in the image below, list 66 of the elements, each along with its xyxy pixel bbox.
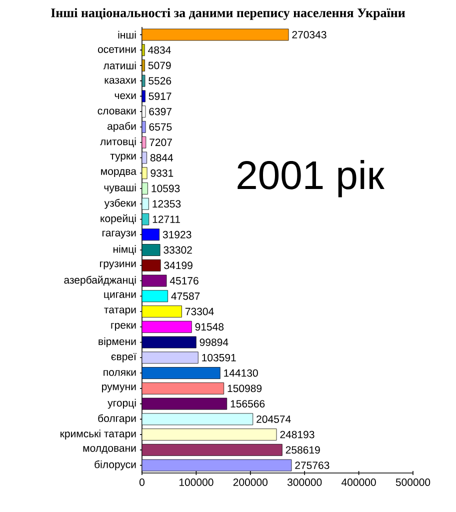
data-label: 34199 (164, 262, 192, 270)
data-label: 270343 (292, 30, 326, 38)
y-tick-label: грузини (100, 261, 136, 270)
data-label: 6397 (149, 108, 172, 116)
y-tick-label: мордва (101, 169, 136, 178)
y-tick-label: інші (118, 30, 136, 38)
data-label: 45176 (170, 277, 198, 284)
data-label: 73304 (185, 308, 214, 316)
y-tick-label: араби (108, 122, 136, 132)
chart-title: Інші національності за даними перепису населення України (51, 8, 406, 20)
data-label: 248193 (280, 430, 314, 438)
data-label: 204574 (256, 415, 291, 423)
y-tick-label: чехи (114, 93, 136, 100)
data-label: 31923 (162, 230, 192, 238)
data-label: 9331 (150, 169, 174, 177)
y-tick-label: азербайджанці (64, 276, 136, 286)
data-label: 99894 (200, 338, 228, 346)
y-tick-label: євреї (111, 352, 136, 362)
data-label: 12353 (152, 200, 181, 208)
y-tick-label: поляки (104, 370, 136, 376)
y-tick-label: болгари (98, 414, 136, 424)
annotation: 2001 рік (238, 160, 384, 198)
y-tick-label: білоруси (94, 460, 136, 470)
y-tick-label: гагаузи (102, 230, 136, 239)
data-label: 91548 (195, 323, 224, 331)
x-tick-label: 300000 (287, 478, 322, 486)
data-label: 12711 (152, 216, 180, 223)
y-tick-label: чуваші (104, 184, 136, 194)
y-tick-label: греки (111, 322, 136, 331)
data-label: 144130 (224, 369, 258, 377)
y-tick-label: кримські татари (60, 430, 136, 440)
y-tick-label: цигани (104, 292, 136, 300)
x-tick-label: 200000 (233, 478, 268, 486)
data-label: 103591 (202, 354, 236, 362)
data-label: 5079 (148, 62, 171, 70)
data-label: 6575 (149, 123, 172, 131)
x-tick-label: 400000 (342, 478, 376, 486)
y-tick-label: угорці (108, 398, 136, 409)
y-tick-label: корейці (100, 214, 136, 224)
y-tick-label: турки (110, 154, 136, 162)
y-tick-label: молдовани (83, 446, 136, 454)
data-label: 47587 (171, 292, 200, 300)
y-tick-label: вірмени (98, 337, 136, 348)
data-label: 33302 (164, 246, 192, 254)
y-tick-label: латиші (103, 62, 136, 70)
y-tick-label: осетини (98, 47, 136, 53)
y-tick-label: казахи (104, 78, 136, 84)
x-tick-label: 0 (139, 478, 145, 486)
data-label: 4834 (148, 46, 171, 54)
y-tick-label: словаки (98, 108, 136, 114)
y-tick-label: татари (104, 308, 136, 316)
y-tick-label: німці (113, 245, 136, 255)
data-label: 5526 (148, 77, 172, 85)
data-label: 10593 (152, 184, 180, 192)
data-label: 258619 (286, 446, 320, 454)
y-tick-label: узбеки (104, 198, 136, 209)
x-tick-label: 500000 (396, 478, 430, 486)
data-label: 8844 (150, 154, 174, 162)
y-tick-label: литовці (100, 137, 136, 148)
data-label: 275763 (295, 462, 330, 470)
data-label: 5917 (148, 92, 172, 100)
y-tick-label: румуни (102, 384, 136, 392)
x-tick-label: 100000 (179, 478, 214, 486)
data-label: 150989 (228, 384, 262, 392)
data-label: 156566 (230, 400, 265, 408)
data-label: 7207 (150, 138, 172, 146)
